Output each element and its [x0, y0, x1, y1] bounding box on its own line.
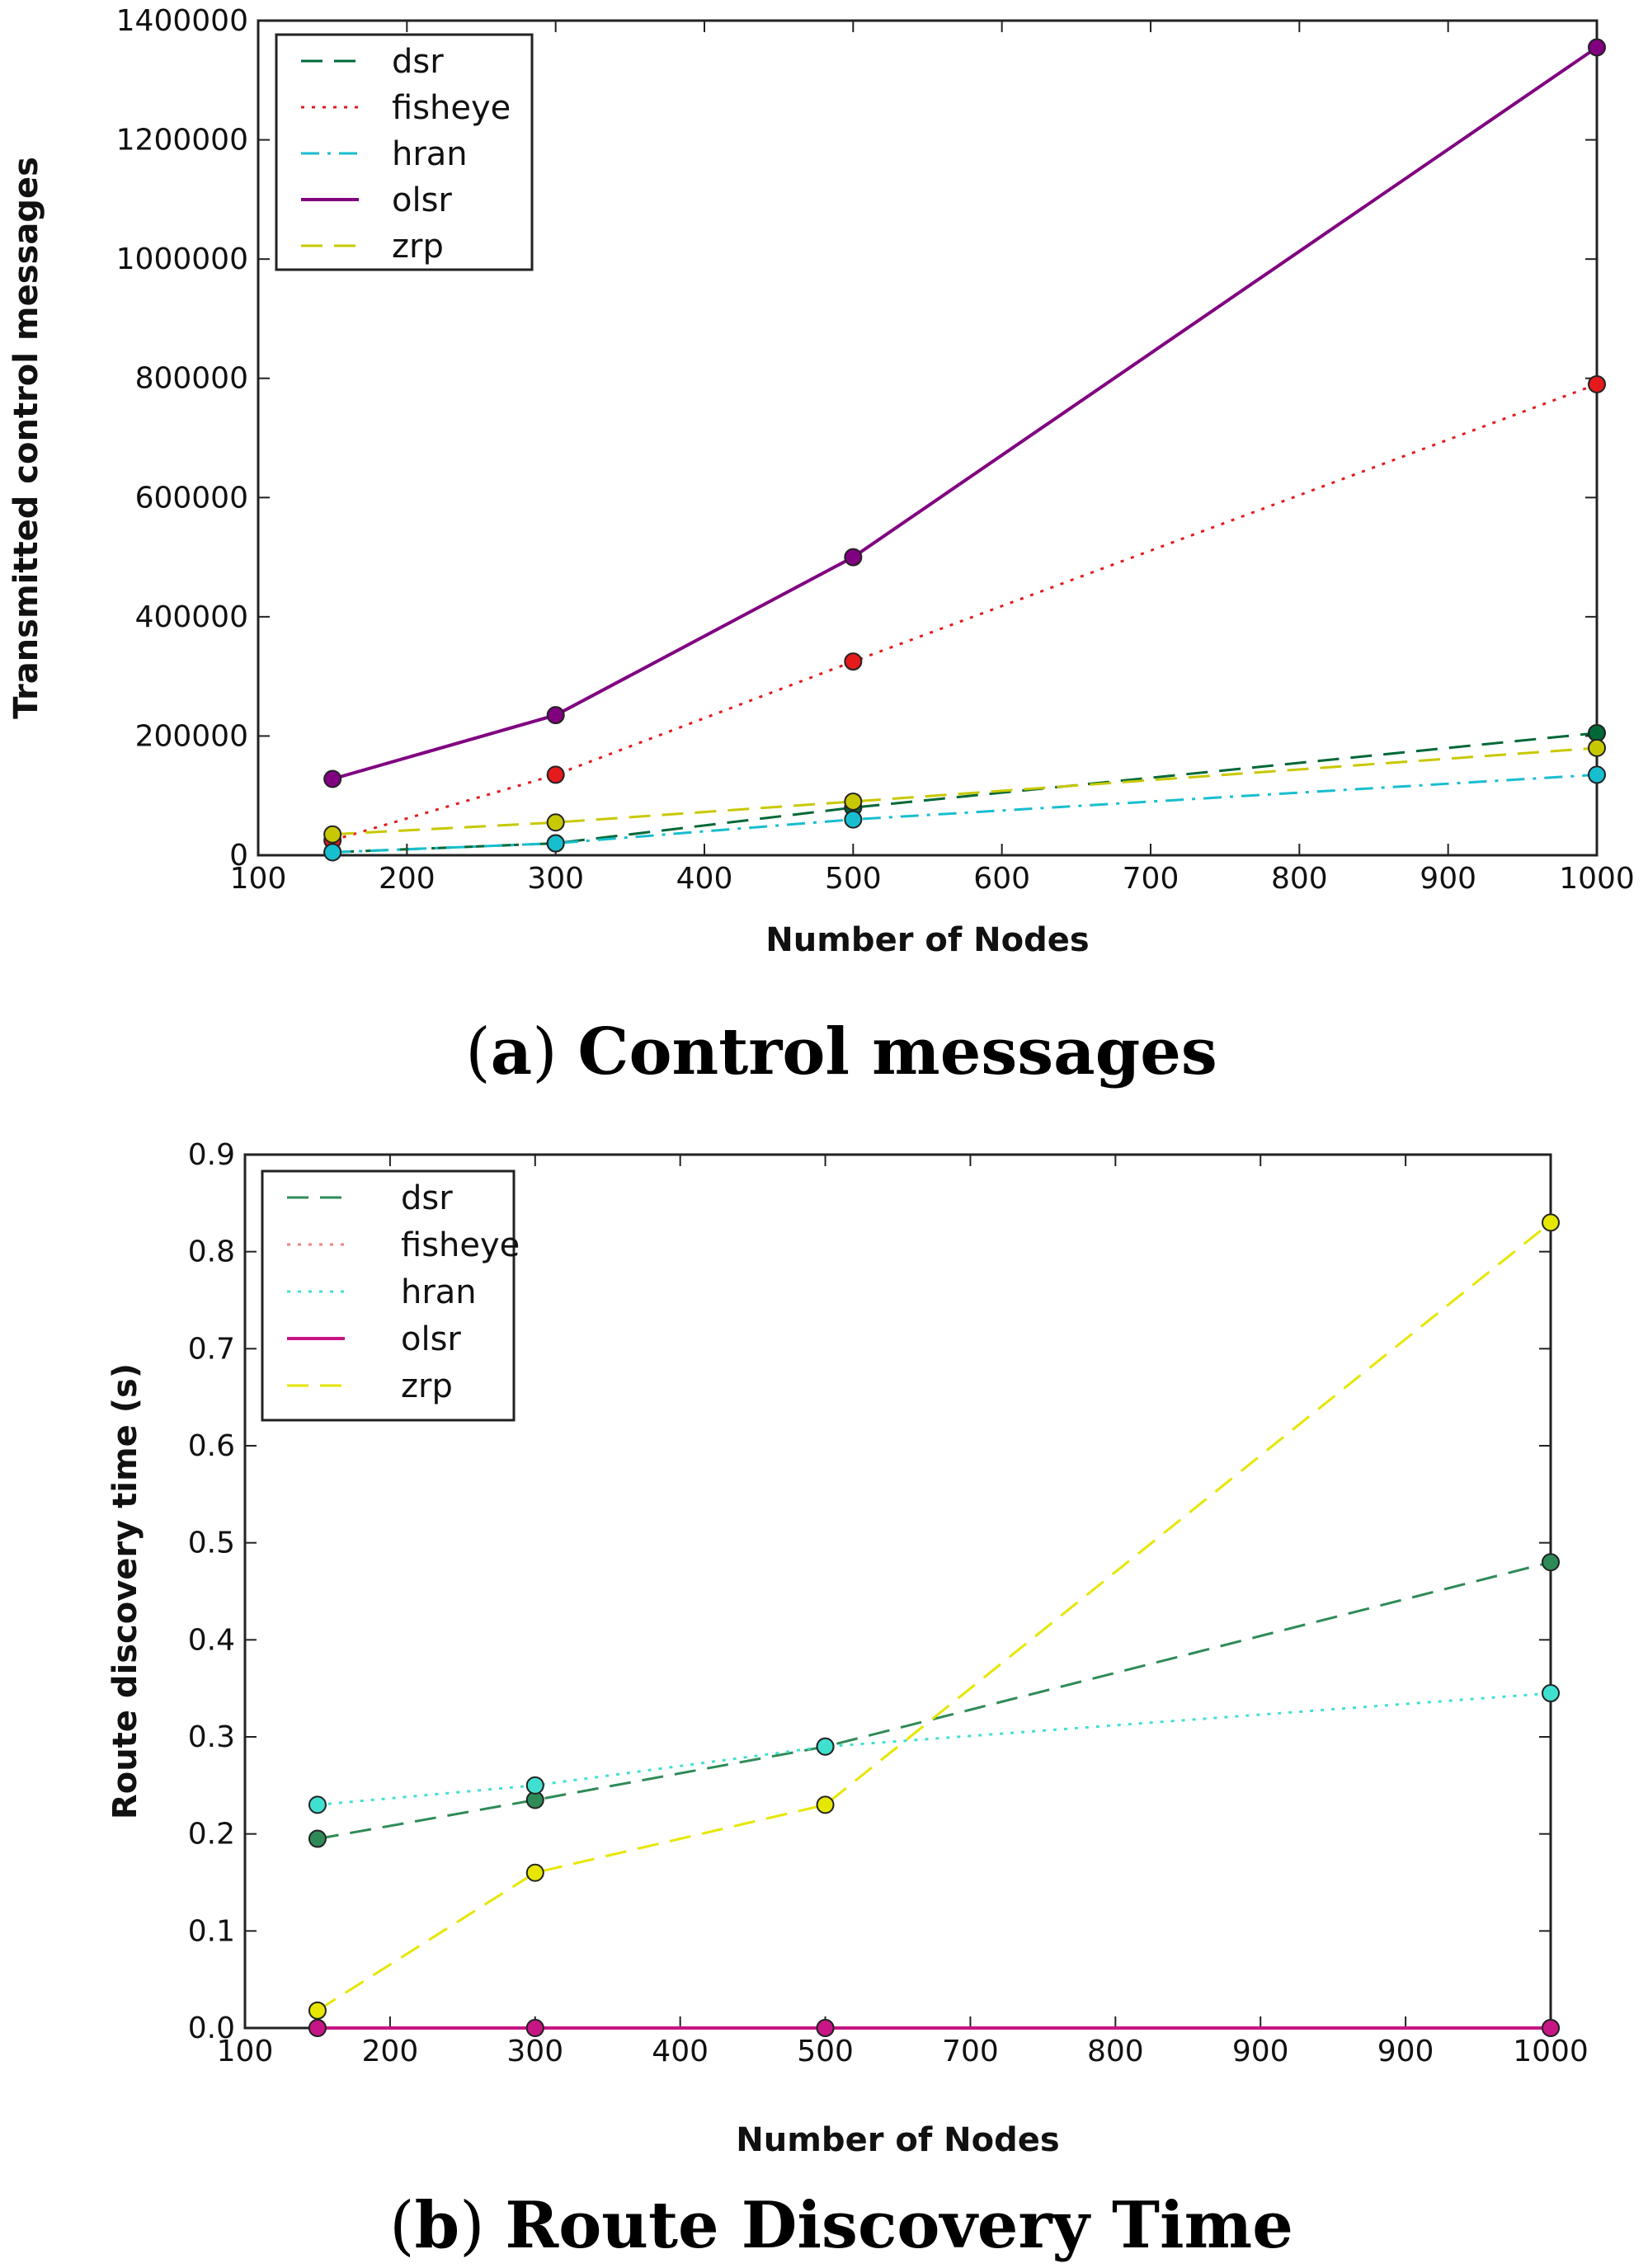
caption-a: (a) Control messages: [465, 1014, 1217, 1089]
data-point-dsr: [1588, 723, 1606, 742]
y-tick-label: 400000: [135, 600, 248, 634]
x-tick-label: 300: [506, 2035, 563, 2068]
legend-label-olsr: olsr: [401, 1320, 461, 1358]
x-tick-label: 800: [1087, 2035, 1144, 2068]
data-point-olsr: [1588, 38, 1606, 57]
x-tick-label: 900: [1232, 2035, 1289, 2068]
y-tick-label: 800000: [135, 362, 248, 396]
legend-label-fisheye: fisheye: [392, 89, 511, 127]
series-line-olsr: [332, 45, 1599, 781]
caption-b: (b) Route Discovery Time: [389, 2188, 1293, 2263]
data-point-dsr: [308, 1829, 327, 1848]
legend-label-zrp: zrp: [401, 1367, 453, 1405]
data-point-hran: [546, 834, 565, 853]
y-tick-label: 0.8: [188, 1235, 235, 1269]
data-point-hran: [308, 1795, 327, 1814]
data-point-fisheye: [844, 652, 863, 671]
legend-label-zrp: zrp: [392, 228, 444, 266]
legend-label-hran: hran: [401, 1273, 477, 1311]
x-tick-label: 1000: [1559, 862, 1635, 896]
data-point-olsr: [1542, 2019, 1560, 2037]
x-tick-label: 900: [1377, 2035, 1434, 2068]
x-tick-label: 200: [379, 862, 436, 896]
data-point-olsr: [844, 548, 863, 567]
y-tick-label: 1000000: [116, 242, 248, 276]
x-tick-label: 300: [527, 862, 584, 896]
y-tick-label: 1200000: [116, 124, 248, 158]
x-tick-label: 700: [1123, 862, 1179, 896]
series-line-zrp: [332, 746, 1598, 836]
data-point-hran: [525, 1776, 544, 1795]
x-tick-label: 500: [825, 862, 882, 896]
x-tick-label: 100: [230, 862, 287, 896]
y-tick-label: 0.9: [188, 1138, 235, 1172]
legend-label-fisheye: fisheye: [401, 1226, 520, 1264]
series-line-dsr: [332, 732, 1598, 854]
data-point-hran: [1588, 765, 1606, 784]
data-point-olsr: [525, 2019, 544, 2037]
data-point-zrp: [546, 813, 565, 832]
series-line-hran: [317, 1692, 1551, 1806]
x-tick-label: 900: [1420, 862, 1476, 896]
legend-label-hran: hran: [392, 135, 468, 173]
data-point-olsr: [546, 706, 565, 725]
x-tick-label: 500: [797, 2035, 854, 2068]
y-tick-label: 0.6: [188, 1429, 235, 1463]
x-tick-label: 700: [942, 2035, 999, 2068]
data-point-hran: [844, 810, 863, 829]
data-point-olsr: [816, 2019, 835, 2037]
data-point-zrp: [1542, 1213, 1560, 1232]
data-point-zrp: [525, 1863, 544, 1882]
x-tick-label: 1000: [1513, 2035, 1589, 2068]
y-tick-label: 0.3: [188, 1720, 235, 1754]
x-tick-label: 200: [362, 2035, 419, 2068]
data-point-hran: [323, 843, 342, 862]
legend-label-olsr: olsr: [392, 181, 452, 219]
y-tick-label: 0.4: [188, 1623, 235, 1657]
data-point-hran: [1542, 1684, 1560, 1703]
data-point-zrp: [816, 1795, 835, 1814]
data-point-zrp: [1588, 738, 1606, 757]
data-point-fisheye: [546, 765, 565, 784]
legend-label-dsr: dsr: [401, 1179, 453, 1217]
y-tick-label: 0.1: [188, 1914, 235, 1948]
data-point-hran: [816, 1737, 835, 1756]
data-point-olsr: [323, 769, 342, 788]
legend-box: [261, 1169, 516, 1422]
x-tick-label: 800: [1271, 862, 1328, 896]
data-point-olsr: [308, 2019, 327, 2037]
legend-label-dsr: dsr: [392, 43, 444, 81]
y-tick-label: 0.5: [188, 1527, 235, 1560]
x-tick-label: 100: [217, 2035, 274, 2068]
x-tick-label: 400: [652, 2035, 709, 2068]
y-tick-label: 0.2: [188, 1818, 235, 1852]
series-line-dsr: [317, 1560, 1551, 1841]
data-point-fisheye: [1588, 374, 1606, 393]
x-tick-label: 400: [676, 862, 733, 896]
y-axis-title: Route discovery time (s): [106, 1363, 144, 1819]
y-tick-label: 0.0: [188, 2012, 235, 2045]
y-axis-title: Transmitted control messages: [7, 157, 45, 719]
y-tick-label: 200000: [135, 719, 248, 753]
y-tick-label: 1400000: [116, 4, 248, 38]
data-point-dsr: [1542, 1553, 1560, 1572]
y-tick-label: 0: [229, 839, 248, 873]
series-line-zrp: [317, 1221, 1551, 2012]
chart-route-discovery-time: 0.0 0.1 0.2 0.3 0.4 0.5 0.6 0.7 0.8 0.9 100 200 300 4…: [106, 1138, 1589, 2159]
data-point-zrp: [308, 2001, 327, 2020]
x-axis-title: Number of Nodes: [736, 2121, 1059, 2159]
y-tick-label: 600000: [135, 481, 248, 515]
data-point-zrp: [844, 792, 863, 811]
chart-control-messages: 0 200000 400000 600000 800000 1000000 1200000 1…: [7, 4, 1635, 959]
y-tick-label: 0.7: [188, 1332, 235, 1366]
data-point-zrp: [323, 825, 342, 844]
x-axis-title: Number of Nodes: [765, 921, 1089, 959]
x-tick-label: 600: [973, 862, 1030, 896]
